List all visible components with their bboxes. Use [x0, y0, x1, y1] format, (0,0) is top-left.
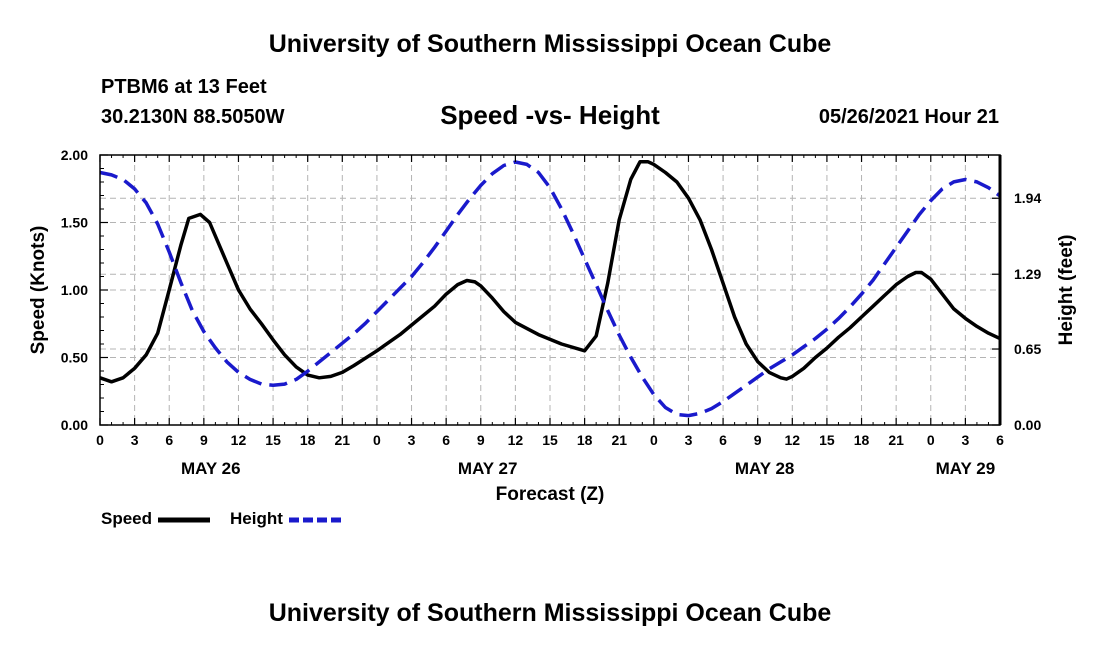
y-tick-label: 0.50: [61, 350, 88, 366]
x-tick-label: 12: [785, 432, 801, 448]
series-line-speed: [99, 160, 1001, 384]
x-tick-label: 21: [335, 432, 351, 448]
x-tick-label: 9: [754, 432, 762, 448]
x-tick-label: 0: [650, 432, 658, 448]
station-label: PTBM6 at 13 Feet: [101, 76, 267, 98]
legend-speed-label: Speed: [101, 509, 153, 528]
x-tick-label: 6: [719, 432, 727, 448]
date-label: MAY 28: [735, 459, 795, 478]
footer-title: University of Southern Mississippi Ocean…: [268, 599, 832, 627]
axes: 0 3 6 9 12 15 18 21 0 3 6 9 12 15 18 21 0 3 6 9 12 15 18 21 0 3 6M…: [61, 147, 1042, 478]
page-title: University of Southern Mississippi Ocean…: [268, 30, 832, 58]
y-axis-title: Speed (Knots): [28, 226, 49, 355]
x-tick-label: 15: [819, 432, 835, 448]
date-label: MAY 27: [458, 459, 518, 478]
x-tick-label: 6: [165, 432, 173, 448]
x-tick-label: 3: [961, 432, 969, 448]
x-tick-label: 3: [408, 432, 416, 448]
chart-title: Speed -vs- Height: [440, 100, 660, 130]
x-tick-label: 21: [611, 432, 627, 448]
x-tick-label: 3: [685, 432, 693, 448]
x-tick-label: 15: [265, 432, 281, 448]
date-label: MAY 26: [181, 459, 241, 478]
x-tick-label: 0: [373, 432, 381, 448]
x-tick-label: 18: [854, 432, 870, 448]
x-tick-label: 6: [442, 432, 450, 448]
series-layer: [99, 160, 1001, 418]
y-tick-label: 2.00: [61, 147, 88, 163]
x-tick-label: 0: [96, 432, 104, 448]
y2-tick-label: 1.29: [1014, 266, 1041, 282]
grid-lines: [100, 155, 1000, 425]
x-tick-label: 18: [577, 432, 593, 448]
x-tick-label: 6: [996, 432, 1004, 448]
x-tick-label: 0: [927, 432, 935, 448]
y-tick-label: 0.00: [61, 417, 88, 433]
y2-axis-title: Height (feet): [1056, 235, 1077, 346]
legend-height-swatch: [288, 517, 341, 523]
x-tick-label: 9: [200, 432, 208, 448]
date-label: MAY 29: [936, 459, 996, 478]
x-axis-title: Forecast (Z): [496, 484, 605, 505]
y2-tick-label: 1.94: [1014, 190, 1041, 206]
x-tick-label: 12: [231, 432, 247, 448]
y2-tick-label: 0.65: [1014, 341, 1041, 357]
x-tick-label: 12: [508, 432, 524, 448]
x-tick-label: 3: [131, 432, 139, 448]
legend-height-label: Height: [230, 509, 283, 528]
legend-speed: Speed: [101, 509, 211, 529]
y2-tick-label: 0.00: [1014, 417, 1041, 433]
forecast-datetime: 05/26/2021 Hour 21: [818, 106, 999, 128]
x-tick-label: 15: [542, 432, 558, 448]
x-tick-label: 9: [477, 432, 485, 448]
x-tick-label: 18: [300, 432, 316, 448]
y-tick-label: 1.00: [61, 282, 88, 298]
coordinates-label: 30.2130N 88.5050W: [101, 106, 285, 128]
y-tick-label: 1.50: [61, 215, 88, 231]
series-line-height: [99, 160, 1001, 418]
legend-speed-swatch: [157, 517, 210, 523]
legend-height: Height: [230, 509, 342, 529]
x-tick-label: 21: [888, 432, 904, 448]
